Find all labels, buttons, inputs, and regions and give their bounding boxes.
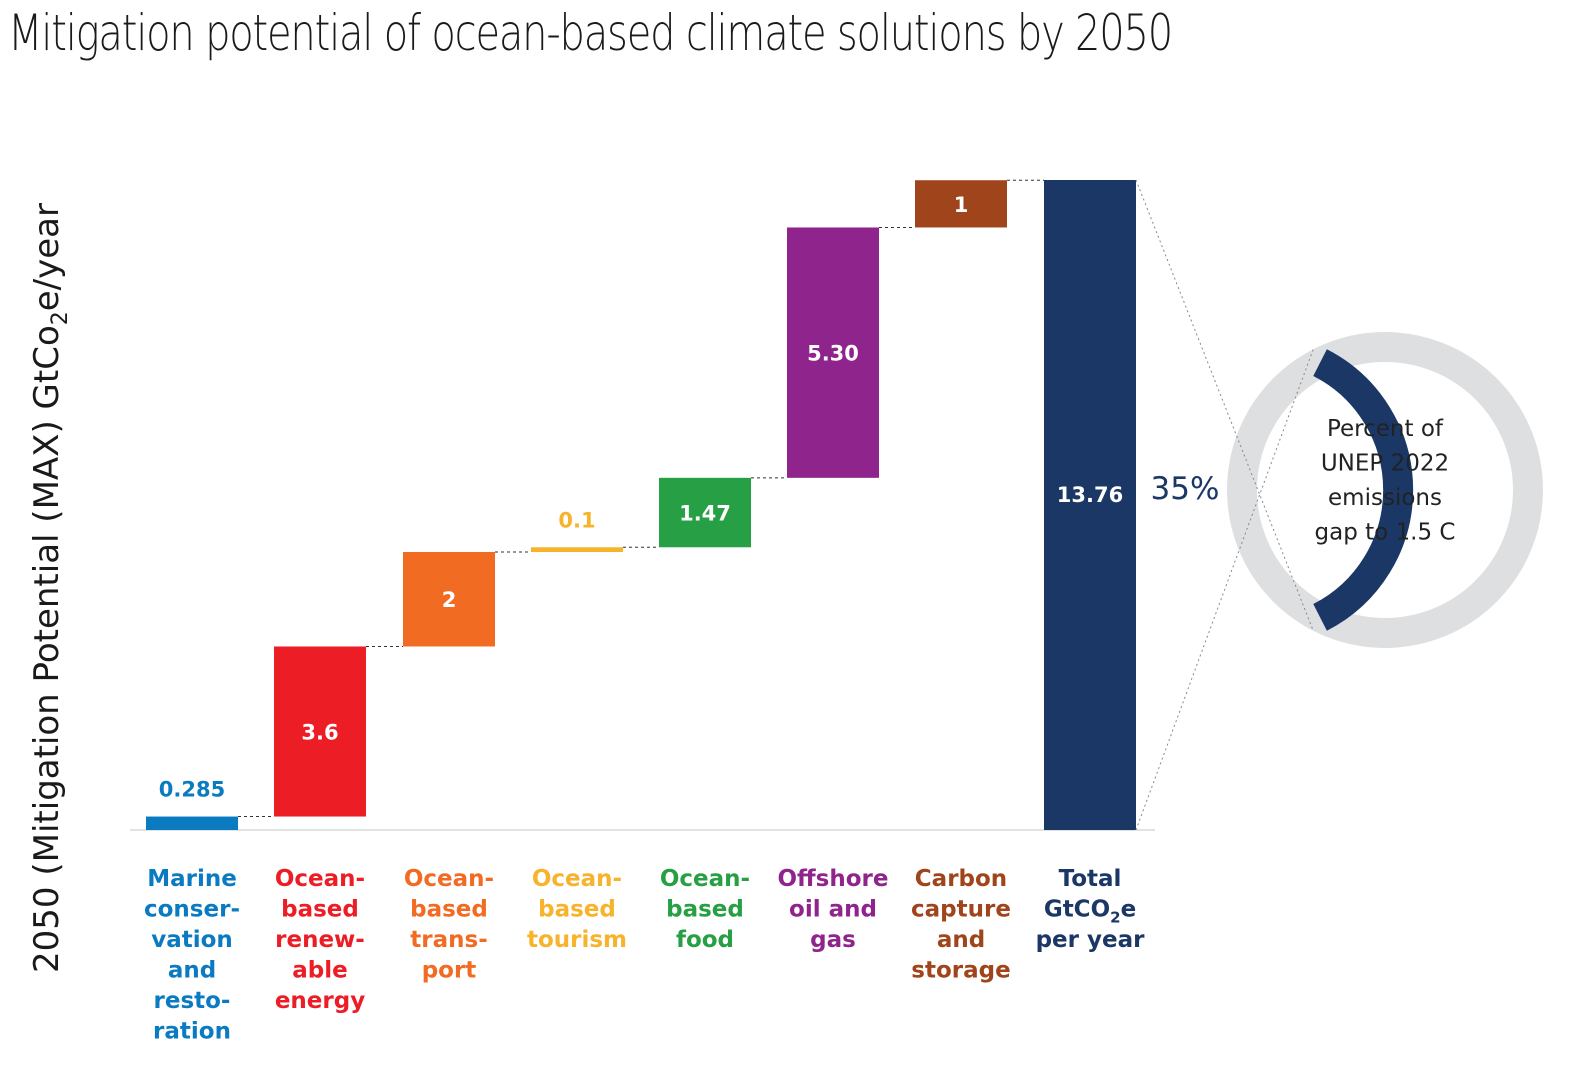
bar-2 (403, 552, 495, 647)
category-label-line: based (538, 897, 616, 923)
category-label-line: resto- (154, 988, 231, 1014)
y-axis-label: 2050 (Mitigation Potential (MAX) GtCo2e/… (27, 203, 73, 973)
donut-arc (1313, 349, 1414, 631)
subscript: 2 (1110, 909, 1120, 927)
donut-track (1227, 332, 1543, 648)
percent-label: 35% (1151, 471, 1220, 507)
category-label-line: Ocean- (404, 866, 494, 892)
category-labels: Marine conser-vation and resto-ration Ocean-… (144, 866, 1145, 1045)
bar-1 (274, 646, 366, 817)
category-label-line: per year (1036, 927, 1146, 953)
category-label-line: tourism (527, 927, 627, 953)
category-label: Ocean-based trans-port (404, 866, 494, 984)
category-label: Marine conser-vation and resto-ration (144, 866, 240, 1045)
category-label-line: based (666, 897, 744, 923)
donut-caption-line: UNEP 2022 (1321, 451, 1449, 477)
category-label-line: Ocean- (275, 866, 365, 892)
gap-donut: 35% Percent of UNEP 2022 emissions gap to 1.… (1135, 179, 1543, 831)
category-label-line: oil and (789, 897, 877, 923)
value-labels: 0.285 3.6 2 0.1 1.47 5.30 1 13.76 (159, 193, 1123, 802)
category-label-line: ration (153, 1019, 231, 1045)
bar-0 (146, 816, 238, 830)
donut-caption: Percent of UNEP 2022 emissions gap to 1.5 C (1315, 416, 1456, 546)
value-label: 0.1 (558, 508, 595, 532)
category-label: Offshore oil and gas (778, 866, 889, 953)
category-label-line: gas (810, 927, 856, 953)
bar-total (1044, 180, 1136, 830)
zoom-line (1135, 179, 1314, 631)
category-label-line: Total (1059, 866, 1122, 892)
category-label-line: e (1121, 897, 1137, 923)
category-label-line: able (292, 958, 347, 984)
category-label-line: and (937, 927, 985, 953)
zoom-line (1135, 349, 1314, 831)
connector-lines (238, 179, 1044, 818)
category-label-total: Total GtCO2e per year (1036, 866, 1146, 953)
category-label: Carbon capture and storage (911, 866, 1011, 984)
value-label: 1 (954, 193, 969, 217)
category-label-line: Ocean- (532, 866, 622, 892)
category-label-line: GtCO (1044, 897, 1110, 923)
category-label-line: based (281, 897, 359, 923)
value-label: 1.47 (679, 502, 731, 526)
category-label-line: and (168, 958, 216, 984)
category-label: Ocean-based tourism (527, 866, 627, 953)
category-label-line: based (410, 897, 488, 923)
category-label-line: capture (911, 897, 1011, 923)
category-label-line: food (676, 927, 734, 953)
category-label-line: port (422, 958, 477, 984)
category-label-line: energy (275, 988, 365, 1014)
donut-caption-line: Percent of (1327, 416, 1444, 442)
category-label-line: Marine (147, 866, 237, 892)
bar-3 (531, 547, 623, 553)
category-label: Ocean-based food (660, 866, 750, 953)
category-label-line: renew- (275, 927, 365, 953)
category-label-line: vation (151, 927, 233, 953)
value-label: 5.30 (807, 342, 859, 366)
chart-title: Mitigation potential of ocean-based clim… (8, 4, 1173, 62)
bar-5 (787, 227, 879, 478)
donut-caption-line: gap to 1.5 C (1315, 520, 1456, 546)
donut-caption-line: emissions (1328, 485, 1442, 511)
category-label-line: Offshore (778, 866, 889, 892)
value-label: 3.6 (301, 721, 338, 745)
category-label-line: Carbon (915, 866, 1007, 892)
category-label-line: conser- (144, 897, 240, 923)
value-label: 2 (442, 588, 457, 612)
bar-6 (915, 180, 1007, 228)
bar-4 (659, 477, 751, 548)
category-label-line: trans- (410, 927, 487, 953)
category-label-line: Ocean- (660, 866, 750, 892)
value-label-total: 13.76 (1057, 483, 1123, 507)
category-label-line: storage (911, 958, 1010, 984)
value-label: 0.285 (159, 778, 225, 802)
category-label: Ocean-based renew-able energy (275, 866, 365, 1014)
bars (146, 180, 1136, 830)
